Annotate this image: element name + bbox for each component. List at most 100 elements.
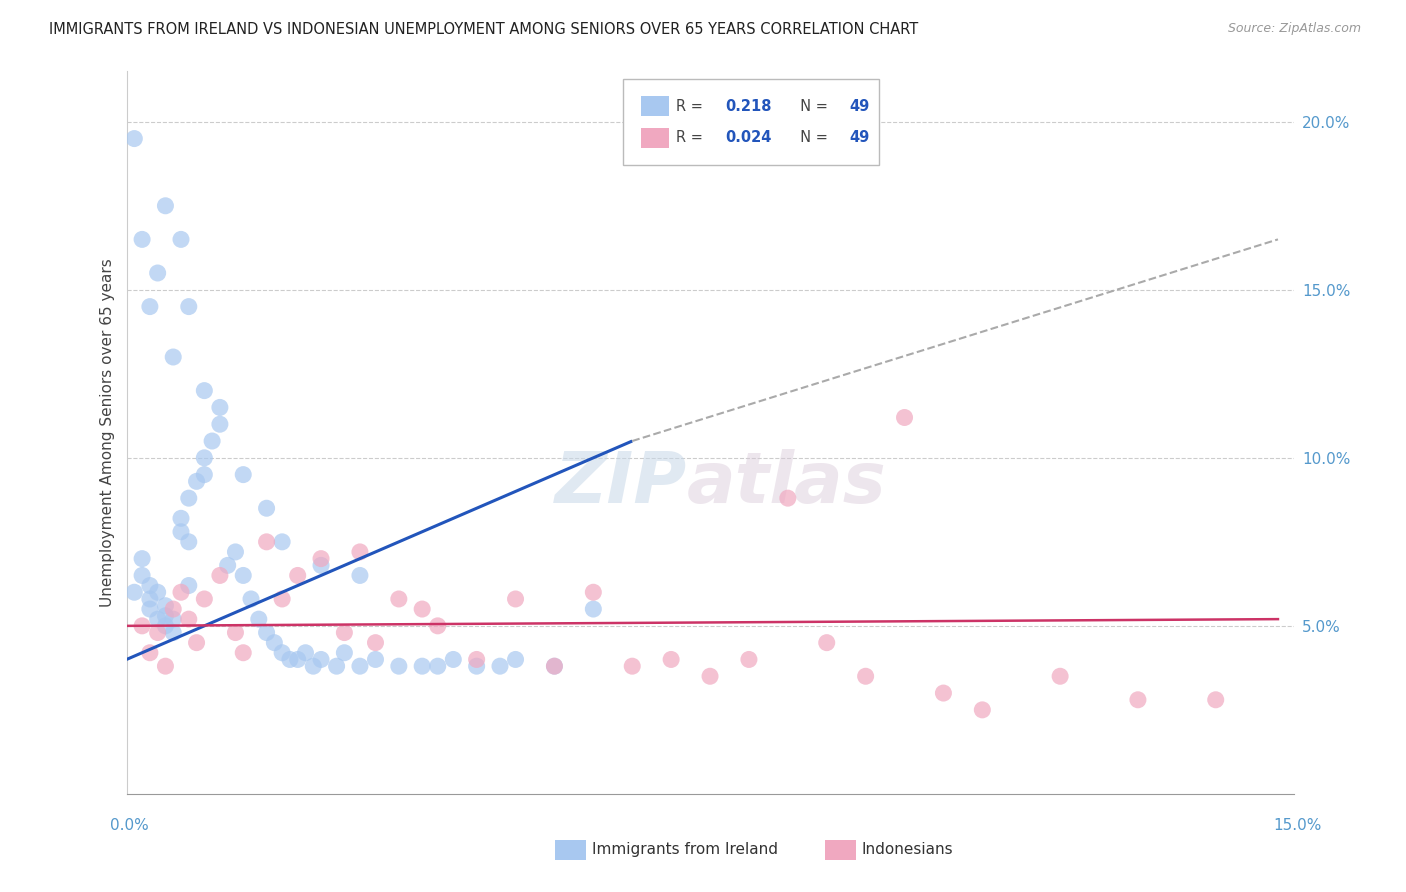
Text: ZIP: ZIP <box>554 449 686 517</box>
Point <box>146 266 169 280</box>
Point <box>349 568 371 582</box>
Y-axis label: Unemployment Among Seniors over 65 years: Unemployment Among Seniors over 65 years <box>100 259 115 607</box>
Point <box>309 558 332 573</box>
Point <box>364 652 387 666</box>
Point <box>263 635 285 649</box>
Point <box>349 545 371 559</box>
Point <box>124 131 146 145</box>
Point <box>232 467 254 482</box>
Point <box>139 602 162 616</box>
Point <box>302 659 325 673</box>
Point <box>271 591 294 606</box>
Point <box>659 652 682 666</box>
Point <box>193 591 215 606</box>
Point <box>287 568 309 582</box>
Point <box>208 417 231 432</box>
Point <box>256 625 278 640</box>
Point <box>186 635 208 649</box>
Point <box>309 652 332 666</box>
Point <box>155 619 177 633</box>
Point <box>932 686 955 700</box>
Point <box>146 585 169 599</box>
Point <box>170 585 193 599</box>
Point <box>776 491 799 505</box>
Text: 49: 49 <box>849 130 869 145</box>
Point <box>621 659 644 673</box>
Point <box>177 491 200 505</box>
Point <box>855 669 877 683</box>
Point <box>465 659 488 673</box>
Point <box>124 585 146 599</box>
Point <box>543 659 565 673</box>
Point <box>170 232 193 246</box>
Point <box>271 646 294 660</box>
Point <box>201 434 224 448</box>
Point <box>240 591 263 606</box>
Point <box>208 568 231 582</box>
Point <box>294 646 316 660</box>
Text: atlas: atlas <box>686 449 886 517</box>
Point <box>543 659 565 673</box>
Text: 0.218: 0.218 <box>725 98 772 113</box>
Point <box>388 591 411 606</box>
Point <box>364 635 387 649</box>
Point <box>1205 693 1227 707</box>
Point <box>325 659 347 673</box>
Point <box>155 199 177 213</box>
Point <box>582 602 605 616</box>
Point <box>333 625 356 640</box>
Text: N =: N = <box>790 98 832 113</box>
Point <box>232 568 254 582</box>
Point <box>972 703 994 717</box>
Text: IMMIGRANTS FROM IRELAND VS INDONESIAN UNEMPLOYMENT AMONG SENIORS OVER 65 YEARS C: IMMIGRANTS FROM IRELAND VS INDONESIAN UN… <box>49 22 918 37</box>
Point <box>162 612 184 626</box>
Text: Source: ZipAtlas.com: Source: ZipAtlas.com <box>1227 22 1361 36</box>
Text: R =: R = <box>676 130 707 145</box>
Point <box>193 384 215 398</box>
Point <box>186 475 208 489</box>
Point <box>388 659 411 673</box>
Text: 15.0%: 15.0% <box>1274 818 1322 832</box>
Point <box>139 646 162 660</box>
Point <box>232 646 254 660</box>
Point <box>193 467 215 482</box>
Point <box>224 625 246 640</box>
Point <box>505 591 527 606</box>
Point <box>162 602 184 616</box>
Point <box>170 511 193 525</box>
Point <box>208 401 231 415</box>
Point <box>426 659 449 673</box>
Point <box>155 599 177 613</box>
Point <box>815 635 838 649</box>
FancyBboxPatch shape <box>623 78 879 165</box>
Point <box>441 652 464 666</box>
Point <box>146 625 169 640</box>
Text: Indonesians: Indonesians <box>862 842 953 856</box>
Point <box>139 591 162 606</box>
Point <box>170 524 193 539</box>
Point <box>217 558 239 573</box>
Text: Immigrants from Ireland: Immigrants from Ireland <box>592 842 778 856</box>
Point <box>177 534 200 549</box>
Point <box>309 551 332 566</box>
Point <box>582 585 605 599</box>
Point <box>505 652 527 666</box>
Point <box>155 659 177 673</box>
Point <box>465 652 488 666</box>
Text: 49: 49 <box>849 98 869 113</box>
Point <box>738 652 761 666</box>
Text: 0.0%: 0.0% <box>110 818 149 832</box>
Point <box>131 551 153 566</box>
Point <box>256 501 278 516</box>
Bar <box>641 128 669 148</box>
Point <box>1126 693 1149 707</box>
Point <box>349 659 371 673</box>
Point <box>411 659 433 673</box>
Point <box>177 612 200 626</box>
Point <box>155 608 177 623</box>
Point <box>426 619 449 633</box>
Point <box>333 646 356 660</box>
Point <box>139 300 162 314</box>
Point <box>162 350 184 364</box>
Point <box>146 612 169 626</box>
